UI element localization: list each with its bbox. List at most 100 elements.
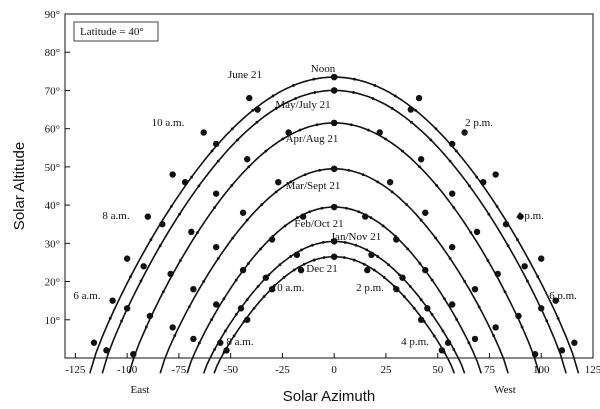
minor-point bbox=[169, 205, 173, 208]
hour-label: 6 p.m. bbox=[549, 290, 577, 302]
minor-point bbox=[429, 138, 433, 142]
minor-point bbox=[210, 149, 214, 153]
minor-point bbox=[536, 275, 540, 278]
minor-point bbox=[302, 262, 306, 266]
noon-label: Noon bbox=[311, 63, 336, 75]
minor-point bbox=[289, 255, 293, 258]
minor-point bbox=[320, 206, 324, 210]
minor-point bbox=[526, 279, 529, 283]
minor-point bbox=[187, 305, 191, 309]
hour-point bbox=[297, 266, 305, 274]
hour-point bbox=[190, 286, 197, 293]
minor-point bbox=[161, 290, 165, 294]
minor-point bbox=[234, 278, 238, 282]
hour-point bbox=[239, 209, 247, 216]
minor-point bbox=[252, 306, 256, 310]
hour-point bbox=[109, 297, 116, 304]
minor-point bbox=[144, 325, 148, 329]
minor-point bbox=[196, 231, 199, 234]
hour-point bbox=[571, 339, 578, 346]
minor-point bbox=[245, 298, 249, 302]
minor-point bbox=[311, 243, 314, 247]
series-label: Mar/Sept 21 bbox=[286, 180, 341, 192]
minor-point bbox=[410, 120, 413, 124]
minor-point bbox=[345, 206, 348, 210]
minor-point bbox=[352, 258, 356, 262]
minor-point bbox=[234, 313, 238, 316]
minor-point bbox=[308, 210, 312, 214]
hour-point bbox=[473, 228, 481, 236]
minor-point bbox=[245, 218, 249, 222]
minor-point bbox=[352, 91, 355, 94]
minor-point bbox=[120, 319, 123, 323]
minor-point bbox=[492, 334, 496, 338]
y-tick-label: 40° bbox=[45, 200, 60, 212]
minor-point bbox=[390, 107, 394, 110]
hour-point bbox=[531, 350, 539, 358]
hour-point bbox=[169, 324, 176, 331]
minor-point bbox=[216, 257, 220, 260]
hour-point bbox=[449, 140, 456, 148]
hour-point bbox=[368, 251, 375, 258]
minor-point bbox=[418, 262, 422, 265]
minor-point bbox=[224, 329, 227, 333]
minor-point bbox=[376, 255, 380, 258]
minor-point bbox=[256, 284, 260, 288]
minor-point bbox=[289, 180, 293, 184]
minor-point bbox=[545, 319, 549, 323]
minor-point bbox=[430, 313, 434, 316]
minor-point bbox=[381, 224, 385, 228]
minor-point bbox=[271, 94, 275, 98]
minor-point bbox=[262, 295, 266, 298]
hour-point bbox=[362, 213, 369, 220]
hour-label: 8 a.m. bbox=[226, 336, 253, 348]
hour-point bbox=[422, 266, 429, 274]
hour-point bbox=[492, 171, 499, 178]
minor-point bbox=[353, 77, 356, 81]
hour-point bbox=[515, 312, 522, 320]
minor-point bbox=[264, 149, 268, 153]
x-tick-label: 75 bbox=[484, 364, 496, 376]
minor-point bbox=[255, 120, 259, 124]
annotation-box bbox=[73, 21, 159, 42]
minor-point bbox=[452, 206, 456, 209]
y-tick-label: 70° bbox=[45, 85, 60, 97]
hour-point bbox=[422, 209, 429, 216]
hour-point bbox=[417, 316, 425, 323]
hour-point bbox=[268, 236, 276, 243]
minor-point bbox=[418, 165, 421, 169]
hour-point bbox=[262, 274, 270, 281]
minor-point bbox=[213, 347, 217, 351]
hour-label: 4 p.m. bbox=[516, 210, 544, 222]
minor-point bbox=[486, 259, 490, 262]
hour-point bbox=[181, 178, 189, 186]
minor-point bbox=[398, 273, 401, 277]
minor-point bbox=[467, 341, 471, 345]
minor-point bbox=[387, 263, 390, 267]
hour-point bbox=[471, 286, 479, 293]
hour-point bbox=[217, 339, 224, 346]
hour-point bbox=[438, 347, 446, 354]
minor-point bbox=[190, 175, 194, 179]
hour-label: 2 p.m. bbox=[465, 117, 493, 129]
y-tick-label: 10° bbox=[45, 315, 60, 327]
minor-point bbox=[158, 244, 162, 248]
x-tick-label: 50 bbox=[432, 364, 444, 376]
minor-point bbox=[232, 334, 236, 338]
hour-point bbox=[449, 190, 456, 197]
minor-point bbox=[487, 212, 491, 216]
minor-point bbox=[231, 236, 235, 240]
x-tick-label: -125 bbox=[65, 364, 86, 376]
minor-point bbox=[313, 91, 317, 94]
minor-point bbox=[292, 268, 296, 272]
hour-point bbox=[167, 270, 174, 278]
x-tick-label: 0 bbox=[331, 364, 337, 376]
hour-point bbox=[285, 129, 292, 136]
hour-point bbox=[424, 305, 431, 312]
hour-point bbox=[330, 253, 338, 260]
series-label: Jan/Nov 21 bbox=[331, 231, 381, 243]
x-tick-label: 100 bbox=[533, 364, 550, 376]
x-tick-label: 125 bbox=[585, 364, 600, 376]
minor-point bbox=[274, 107, 278, 110]
hour-point bbox=[275, 178, 282, 186]
